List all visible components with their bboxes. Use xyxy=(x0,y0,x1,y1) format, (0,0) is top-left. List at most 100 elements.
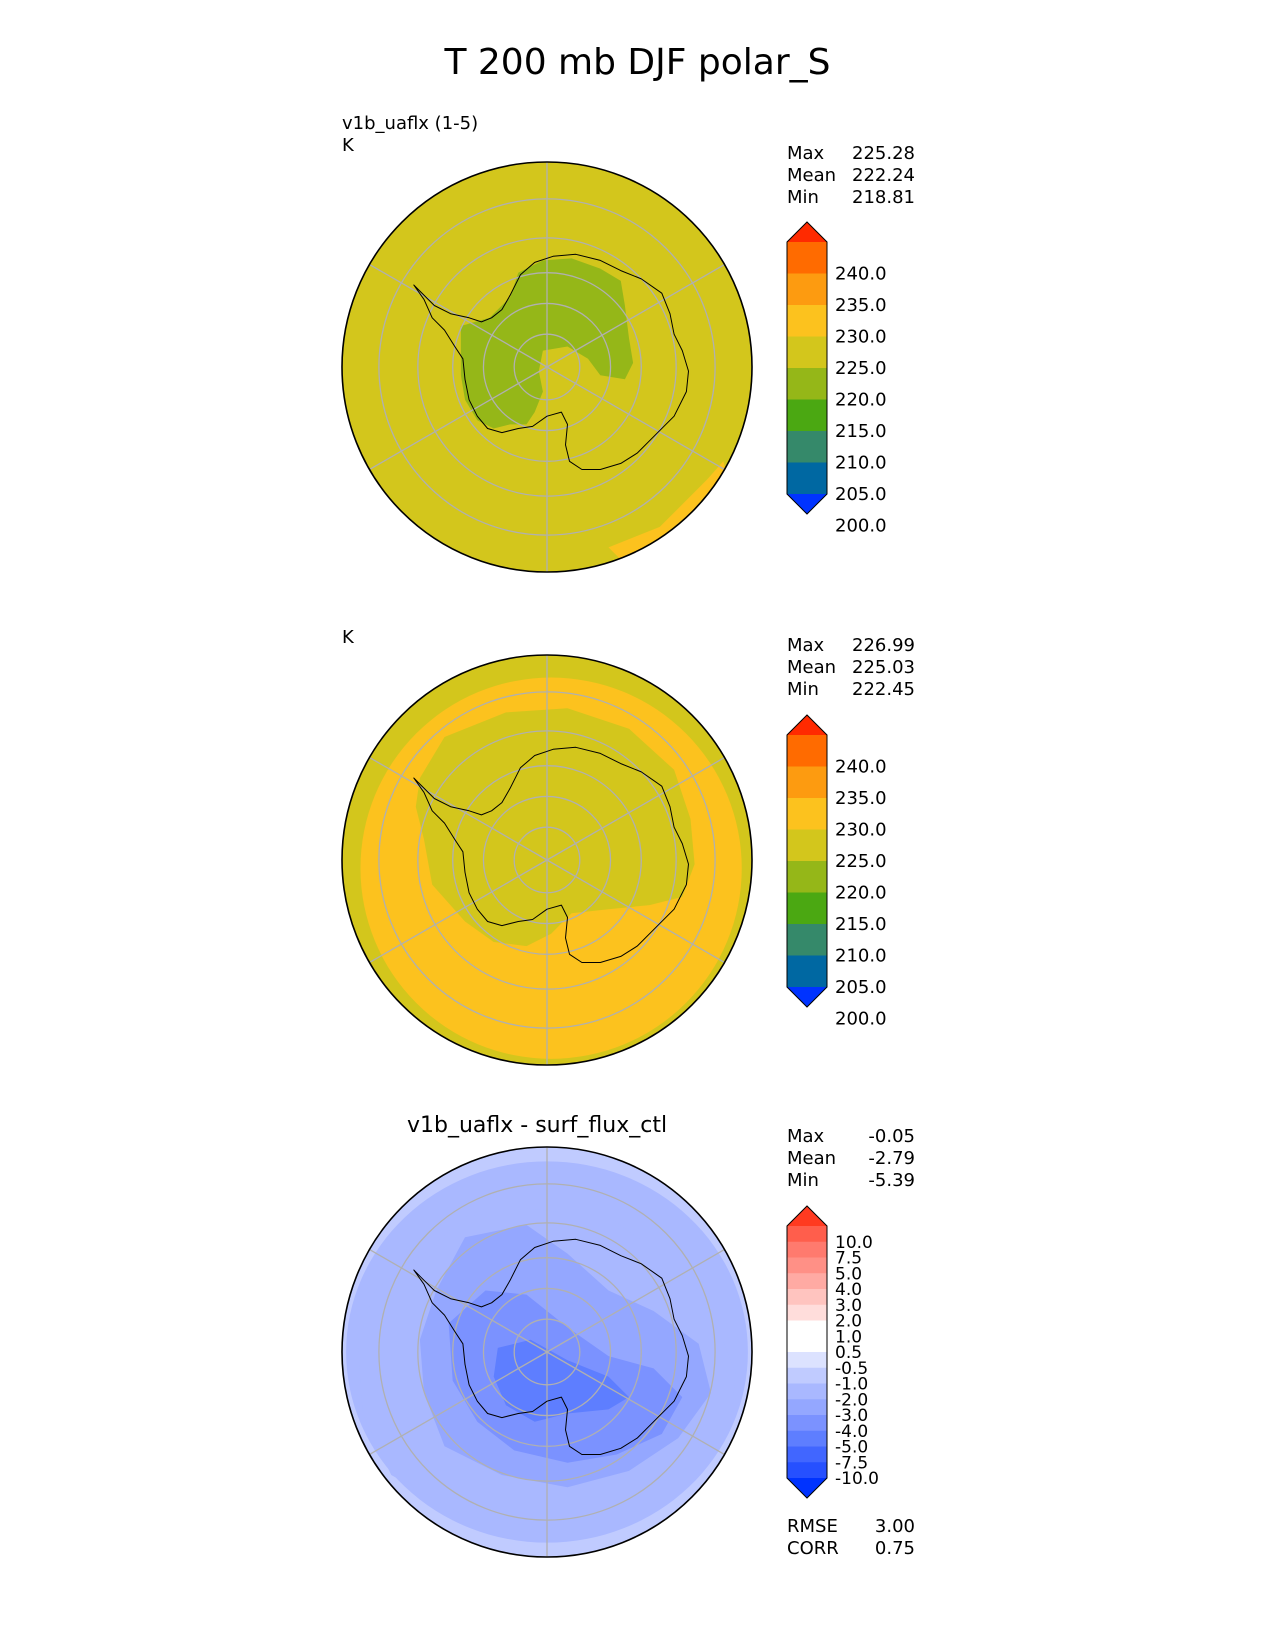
stat-label: Mean xyxy=(787,657,837,678)
colorbar-outline xyxy=(786,714,828,1008)
colorbar-segment xyxy=(787,1430,827,1447)
map-field xyxy=(342,162,752,572)
colorbar-segment xyxy=(787,829,827,862)
colorbar-tick-label: 220.0 xyxy=(835,390,887,411)
colorbar-outline xyxy=(786,1205,828,1499)
colorbar-segment xyxy=(787,1415,827,1432)
panel1-units: K xyxy=(342,135,354,156)
colorbar-tick-label: 240.0 xyxy=(835,264,887,285)
colorbar-extend-max xyxy=(787,222,827,242)
colorbar-2: 240.0 235.0 230.0 225.0 220.0 215.0 210.0 205.0… xyxy=(786,714,887,1030)
antarctica-coastline xyxy=(413,746,689,963)
colorbar-tick-label: 215.0 xyxy=(835,421,887,442)
stat-label: Mean xyxy=(787,1148,837,1169)
colorbar-extend-max xyxy=(787,715,827,735)
colorbar-tick-label: 200.0 xyxy=(835,1009,887,1030)
stat-label: Min xyxy=(787,679,819,700)
map-field xyxy=(342,1147,752,1557)
antarctica-coastline xyxy=(413,1238,689,1455)
colorbar-segment xyxy=(787,735,827,767)
colorbar-tick-label: 4.0 xyxy=(835,1280,862,1300)
stat-label: Max xyxy=(787,1126,825,1147)
colorbar-segment xyxy=(787,924,827,956)
colorbar-tick-label: 225.0 xyxy=(835,358,887,379)
colorbar-tick-label: 210.0 xyxy=(835,946,887,967)
map-field xyxy=(342,655,752,1065)
colorbar-tick-label: -5.0 xyxy=(835,1438,868,1458)
stat-label: Min xyxy=(787,187,819,208)
colorbar-segment xyxy=(787,1446,827,1463)
colorbar-segment xyxy=(787,305,827,337)
colorbar-tick-label: 205.0 xyxy=(835,484,887,505)
colorbar-tick-label: 205.0 xyxy=(835,977,887,998)
colorbar-segment xyxy=(787,1336,827,1353)
colorbar-segment xyxy=(787,1257,827,1274)
colorbar-tick-label: 220.0 xyxy=(835,883,887,904)
colorbar-tick-label: 230.0 xyxy=(835,327,887,348)
colorbar-tick-label: 200.0 xyxy=(835,516,887,537)
stat-label: CORR xyxy=(787,1538,839,1559)
colorbar-segment xyxy=(787,1462,827,1479)
colorbar-segment xyxy=(787,1367,827,1384)
colorbar-segment xyxy=(787,892,827,925)
colorbar-extend-min xyxy=(787,494,827,514)
colorbar-segment xyxy=(787,1383,827,1400)
map-panel-1 xyxy=(341,161,753,573)
field-diff--5 xyxy=(493,1339,629,1422)
map-boundary xyxy=(341,161,753,573)
stat-value: 218.81 xyxy=(852,187,915,208)
colorbar-tick-label: 1.0 xyxy=(835,1327,862,1347)
colorbar-segment xyxy=(787,955,827,988)
colorbar-tick-label: -0.5 xyxy=(835,1359,868,1379)
colorbar-tick-label: 240.0 xyxy=(835,757,887,778)
colorbar-tick-label: -10.0 xyxy=(835,1469,879,1489)
stat-value: -2.79 xyxy=(868,1148,915,1169)
colorbar-tick-label: 0.5 xyxy=(835,1343,862,1363)
stat-value: 225.28 xyxy=(852,143,915,164)
panel2-stats: Max 226.99 Mean 225.03 Min 222.45 xyxy=(787,635,915,701)
colorbar-extend-min xyxy=(787,1478,827,1498)
colorbar-tick-label: 10.0 xyxy=(835,1233,873,1253)
stat-value: 225.03 xyxy=(852,657,915,678)
stat-label: Mean xyxy=(787,165,837,186)
antarctica-coastline xyxy=(413,253,689,470)
stat-value: 0.75 xyxy=(874,1538,915,1559)
panel2-units: K xyxy=(342,627,354,648)
colorbar-tick-label: 3.0 xyxy=(835,1296,862,1316)
figure-title: T 200 mb DJF polar_S xyxy=(444,42,831,83)
stat-value: 222.45 xyxy=(852,679,915,700)
colorbar-segment xyxy=(787,1226,827,1243)
map-boundary xyxy=(341,654,753,1066)
colorbar-tick-label: 210.0 xyxy=(835,453,887,474)
colorbar-segment xyxy=(787,798,827,830)
colorbar-tick-label: 7.5 xyxy=(835,1249,862,1269)
colorbar-segment xyxy=(787,242,827,274)
panel1-stats: Max 225.28 Mean 222.24 Min 218.81 xyxy=(787,143,915,209)
colorbar-outline xyxy=(786,221,828,515)
panel1-subtitle: v1b_uaflx (1-5) xyxy=(342,113,479,134)
stat-value: 3.00 xyxy=(874,1516,915,1537)
colorbar-tick-label: 5.0 xyxy=(835,1264,862,1284)
colorbar-tick-label: 225.0 xyxy=(835,851,887,872)
stat-label: RMSE xyxy=(787,1516,838,1537)
colorbar-extend-min xyxy=(787,987,827,1007)
colorbar-segment xyxy=(787,861,827,893)
colorbar-segment xyxy=(787,1352,827,1369)
colorbar-segment xyxy=(787,431,827,463)
colorbar-segment xyxy=(787,1399,827,1416)
colorbar-tick-label: -3.0 xyxy=(835,1406,868,1426)
panel3-stats: Max -0.05 Mean -2.79 Min -5.39 xyxy=(787,1126,915,1192)
stat-value: -5.39 xyxy=(868,1170,915,1191)
colorbar-segment xyxy=(787,1241,827,1258)
map-boundary xyxy=(341,1146,753,1558)
stat-label: Max xyxy=(787,143,825,164)
colorbar-segment xyxy=(787,336,827,369)
colorbar-segment xyxy=(787,399,827,432)
colorbar-tick-label: -2.0 xyxy=(835,1390,868,1410)
colorbar-segment xyxy=(787,1273,827,1290)
colorbar-segment xyxy=(787,273,827,306)
colorbar-tick-label: 215.0 xyxy=(835,914,887,935)
map-panel-2 xyxy=(341,654,753,1066)
colorbar-segment xyxy=(787,462,827,495)
